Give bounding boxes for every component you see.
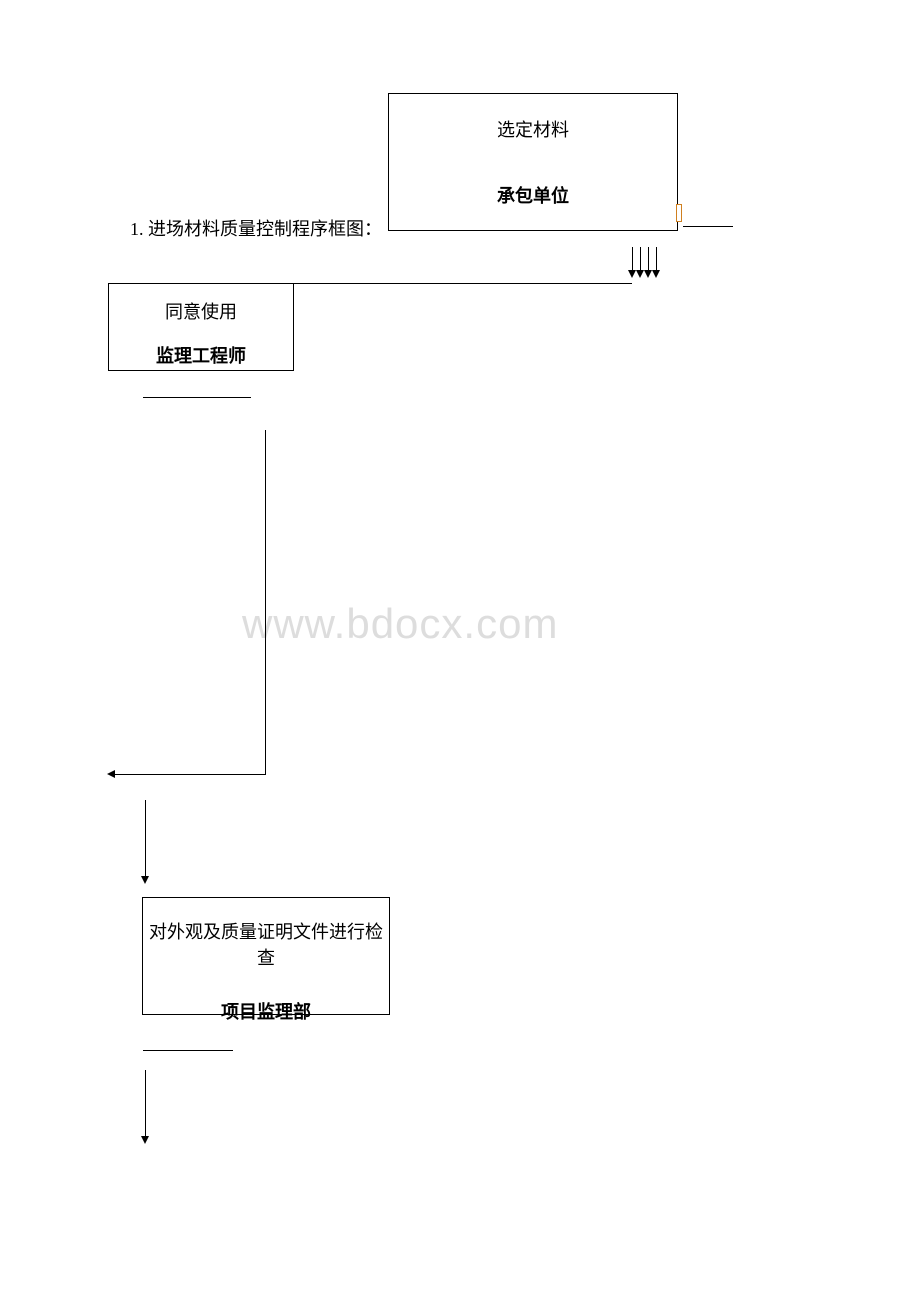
arrow-down-icon (644, 270, 652, 278)
connector-line (113, 774, 266, 775)
orange-marker-icon (676, 204, 682, 222)
connector-line (640, 247, 641, 271)
arrow-down-icon (141, 1136, 149, 1144)
box1-line2: 承包单位 (389, 182, 677, 208)
flowchart-box-select-material: 选定材料 承包单位 (388, 93, 678, 231)
box2-line1: 同意使用 (109, 298, 293, 324)
connector-line (265, 430, 266, 774)
connector-line (648, 247, 649, 271)
connector-line (143, 397, 251, 398)
section-title: 1. 进场材料质量控制程序框图： (130, 215, 382, 241)
box2-line2: 监理工程师 (109, 342, 293, 368)
connector-line (145, 800, 146, 878)
arrow-down-icon (636, 270, 644, 278)
connector-line (632, 247, 633, 271)
arrow-down-icon (652, 270, 660, 278)
box1-line1: 选定材料 (389, 116, 677, 142)
connector-line (294, 283, 632, 284)
connector-line (143, 1050, 233, 1051)
connector-line (145, 1070, 146, 1138)
watermark-text: www.bdocx.com (242, 600, 558, 648)
flowchart-box-approve-use: 同意使用 监理工程师 (108, 283, 294, 371)
arrow-down-icon (628, 270, 636, 278)
arrow-down-icon (141, 876, 149, 884)
connector-line (656, 247, 657, 271)
arrow-left-icon (107, 770, 115, 778)
connector-line (683, 226, 733, 227)
box3-line2: 项目监理部 (143, 998, 389, 1024)
flowchart-box-inspect-documents: 对外观及质量证明文件进行检查 项目监理部 (142, 897, 390, 1015)
box3-line1: 对外观及质量证明文件进行检查 (143, 918, 389, 970)
